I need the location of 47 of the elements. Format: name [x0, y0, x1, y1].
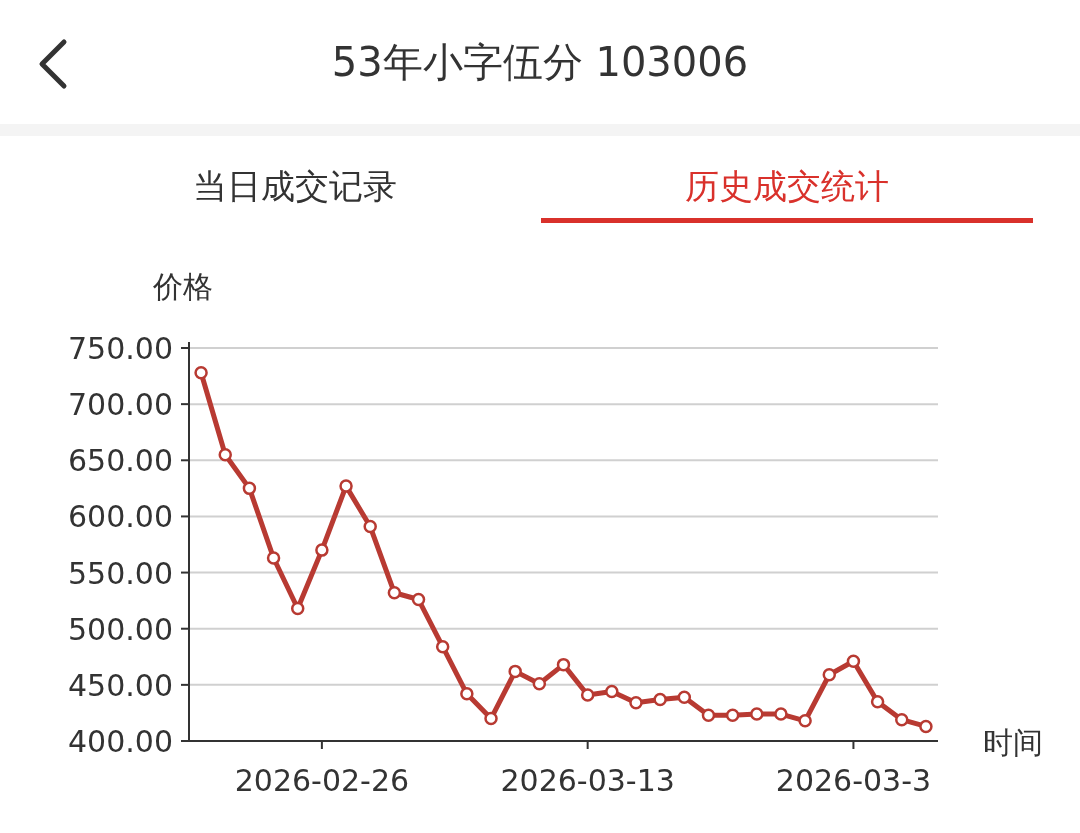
point [290, 601, 305, 616]
point [580, 688, 595, 702]
point [798, 714, 812, 728]
point [774, 707, 788, 721]
point [484, 711, 498, 726]
y-tick-label: 700.00 [68, 387, 173, 423]
chart-title: 53年小字伍分 103006 [331, 39, 749, 85]
x-tick-label: 2026-03-3 [775, 763, 932, 798]
point [460, 687, 474, 701]
y-tick-label: 650.00 [68, 443, 173, 479]
x-axis-title: 时间 [983, 725, 1043, 760]
point [653, 692, 667, 707]
point [242, 481, 257, 496]
point [194, 365, 208, 380]
point [532, 676, 547, 691]
point [339, 479, 353, 493]
point [725, 708, 740, 722]
point [822, 668, 837, 682]
point [266, 551, 281, 565]
point [315, 543, 329, 557]
point [677, 690, 692, 704]
point [435, 639, 450, 654]
point [508, 664, 522, 679]
y-tick-label: 450.00 [68, 667, 173, 703]
text: 当日成交记录 [193, 166, 397, 206]
y-tick-label: 500.00 [68, 611, 173, 647]
point [701, 708, 716, 722]
point [218, 447, 232, 462]
point [629, 696, 643, 710]
point [605, 684, 619, 699]
text: 历史成交统计 [685, 166, 889, 206]
point [411, 592, 426, 607]
point [919, 719, 933, 734]
x-tick-label: 2026-02-26 [234, 763, 410, 798]
point [750, 707, 764, 721]
y-axis-title: 价格 [152, 269, 213, 304]
y-tick-label: 550.00 [68, 555, 173, 591]
point [556, 657, 571, 672]
point [870, 694, 885, 709]
y-tick-label: 400.00 [68, 724, 173, 759]
point [363, 519, 377, 534]
y-tick-label: 750.00 [68, 331, 173, 366]
point [846, 654, 861, 669]
x-tick-label: 2026-03-13 [500, 763, 675, 798]
point [895, 712, 909, 727]
y-tick-label: 600.00 [68, 499, 173, 535]
point [387, 586, 402, 600]
